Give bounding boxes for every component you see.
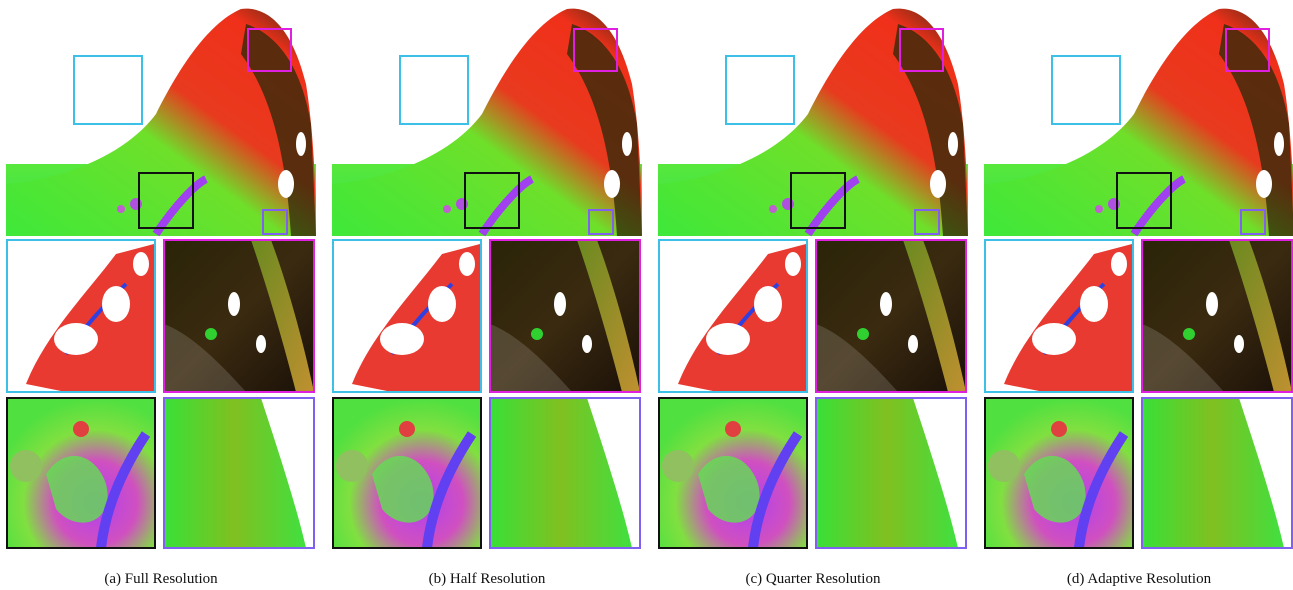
panel-a <box>6 9 316 548</box>
caption: (d) Adaptive Resolution <box>1067 571 1212 587</box>
caption: (a) Full Resolution <box>104 571 218 587</box>
panel-b <box>332 9 642 548</box>
figure: (a) Full Resolution (b) Half Resolution … <box>0 0 1293 590</box>
caption: (c) Quarter Resolution <box>746 571 881 587</box>
panel-c <box>658 9 968 548</box>
panel-d <box>984 9 1293 548</box>
caption: (b) Half Resolution <box>429 571 546 587</box>
page: (a) Full Resolution (b) Half Resolution … <box>0 0 1293 590</box>
